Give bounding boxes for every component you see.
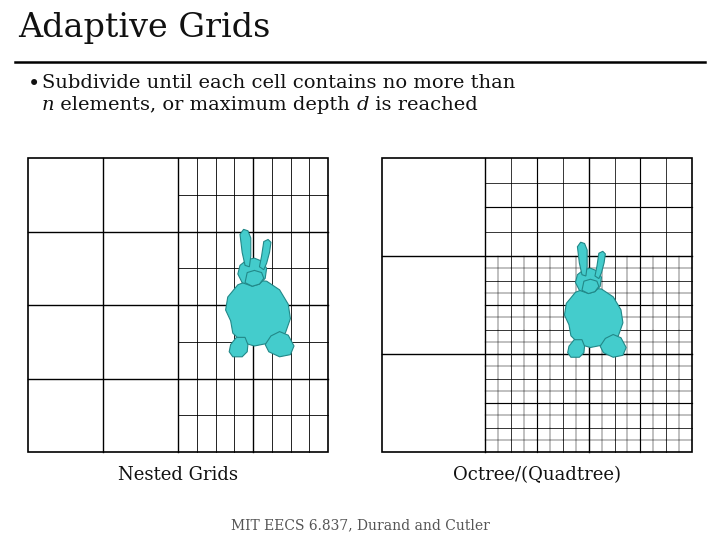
Polygon shape — [575, 268, 601, 294]
Polygon shape — [229, 338, 248, 357]
Text: MIT EECS 6.837, Durand and Cutler: MIT EECS 6.837, Durand and Cutler — [230, 518, 490, 532]
Text: n: n — [42, 96, 55, 114]
Text: Octree/(Quadtree): Octree/(Quadtree) — [453, 466, 621, 484]
Polygon shape — [240, 230, 251, 267]
Polygon shape — [600, 334, 626, 357]
Polygon shape — [259, 239, 271, 269]
Polygon shape — [567, 340, 585, 357]
Polygon shape — [564, 288, 623, 348]
Text: Nested Grids: Nested Grids — [118, 466, 238, 484]
Polygon shape — [265, 332, 294, 357]
Bar — [382, 158, 692, 452]
Polygon shape — [595, 251, 606, 279]
Text: •: • — [28, 74, 40, 94]
Polygon shape — [225, 280, 290, 346]
Text: elements, or maximum depth: elements, or maximum depth — [55, 96, 356, 114]
Bar — [28, 158, 328, 452]
Polygon shape — [582, 279, 599, 294]
Text: Adaptive Grids: Adaptive Grids — [18, 12, 271, 44]
Polygon shape — [577, 242, 588, 276]
Polygon shape — [245, 271, 264, 286]
Text: is reached: is reached — [369, 96, 478, 114]
Text: Subdivide until each cell contains no more than: Subdivide until each cell contains no mo… — [42, 74, 516, 92]
Text: d: d — [356, 96, 369, 114]
Polygon shape — [238, 258, 266, 286]
